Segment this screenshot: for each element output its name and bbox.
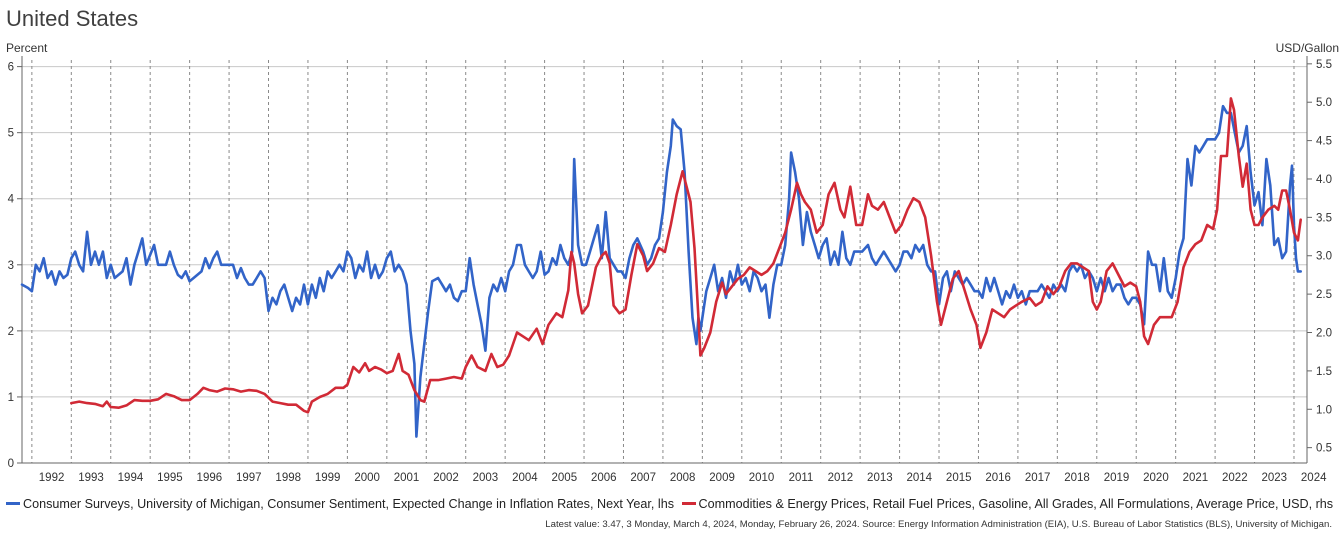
legend: Consumer Surveys, University of Michigan…: [6, 494, 1333, 511]
left-axis-label: Percent: [6, 41, 48, 55]
x-tick-label: 2010: [749, 472, 775, 484]
x-tick-label: 2005: [552, 472, 578, 484]
x-tick-label: 1997: [236, 472, 262, 484]
legend-item-gasoline-price[interactable]: Commodities & Energy Prices, Retail Fuel…: [681, 496, 1334, 511]
x-tick-label: 2004: [512, 472, 538, 484]
legend-label-inflation-expectations: Consumer Surveys, University of Michigan…: [23, 496, 674, 511]
chart-title: United States: [6, 6, 139, 31]
series-layer: [20, 97, 1302, 438]
x-tick-label: 1995: [157, 472, 183, 484]
x-tick-label: 2006: [591, 472, 617, 484]
x-tick-label: 1998: [275, 472, 301, 484]
left-tick-label: 6: [8, 62, 14, 74]
right-tick-label: 0.5: [1316, 443, 1332, 455]
x-tick-label: 2007: [630, 472, 656, 484]
left-tick-label: 0: [8, 458, 14, 470]
right-tick-label: 5.0: [1316, 97, 1332, 109]
chart-svg: Percent USD/Gallon 0 1 2 3 4 5 6 0.5 1.0 1.5 2.0 2.…: [6, 41, 1339, 484]
x-tick-label: 2000: [354, 472, 380, 484]
x-tick-label: 2008: [670, 472, 696, 484]
right-tick-label: 4.0: [1316, 174, 1332, 186]
x-tick-label: 2001: [394, 472, 420, 484]
legend-swatch-red: [681, 502, 696, 505]
x-tick-label: 1993: [78, 472, 104, 484]
x-tick-label: 2014: [906, 472, 932, 484]
axis-layer: 0 1 2 3 4 5 6 0.5 1.0 1.5 2.0 2.5 3.0 3.5 4.0 4.5 5.0 5.5…: [8, 56, 1332, 484]
legend-label-gasoline-price: Commodities & Energy Prices, Retail Fuel…: [698, 496, 1334, 511]
x-tick-label: 2018: [1064, 472, 1090, 484]
x-tick-label: 2020: [1143, 472, 1169, 484]
x-tick-label: 2002: [433, 472, 459, 484]
x-tick-label: 1992: [39, 472, 65, 484]
x-tick-label: 2016: [985, 472, 1011, 484]
legend-item-inflation-expectations[interactable]: Consumer Surveys, University of Michigan…: [6, 497, 674, 511]
right-tick-label: 3.0: [1316, 251, 1332, 263]
left-tick-label: 2: [8, 326, 14, 338]
x-tick-label: 2011: [789, 472, 814, 484]
x-tick-label: 1996: [197, 472, 223, 484]
x-tick-label: 2015: [946, 472, 972, 484]
right-tick-label: 1.5: [1316, 366, 1332, 378]
x-tick-label: 2009: [709, 472, 735, 484]
right-tick-label: 4.5: [1316, 136, 1332, 148]
x-tick-label: 2017: [1025, 472, 1051, 484]
right-axis-label: USD/Gallon: [1276, 41, 1339, 55]
x-tick-label: 1999: [315, 472, 341, 484]
footnote: Latest value: 3.47, 3 Monday, March 4, 2…: [545, 519, 1332, 530]
x-tick-label: 1994: [118, 472, 144, 484]
x-tick-label: 2003: [473, 472, 499, 484]
legend-swatch-blue: [6, 502, 20, 505]
left-tick-label: 1: [8, 392, 14, 404]
x-tick-label: 2024: [1301, 472, 1327, 484]
x-tick-label: 2013: [867, 472, 893, 484]
x-tick-label: 2021: [1183, 472, 1209, 484]
left-tick-label: 4: [8, 194, 15, 206]
right-tick-label: 5.5: [1316, 59, 1332, 71]
left-tick-label: 3: [8, 260, 14, 272]
x-tick-label: 2019: [1104, 472, 1130, 484]
x-tick-label: 2012: [828, 472, 854, 484]
grid-layer: [22, 60, 1307, 463]
series-line-inflation-expectations: [20, 104, 1302, 438]
series-line-gasoline-price: [70, 97, 1302, 414]
right-tick-label: 2.0: [1316, 328, 1332, 340]
right-tick-label: 1.0: [1316, 404, 1332, 416]
x-tick-label: 2022: [1222, 472, 1248, 484]
left-tick-label: 5: [8, 128, 14, 140]
x-tick-label: 2023: [1261, 472, 1287, 484]
right-tick-label: 2.5: [1316, 289, 1332, 301]
right-tick-label: 3.5: [1316, 212, 1332, 224]
